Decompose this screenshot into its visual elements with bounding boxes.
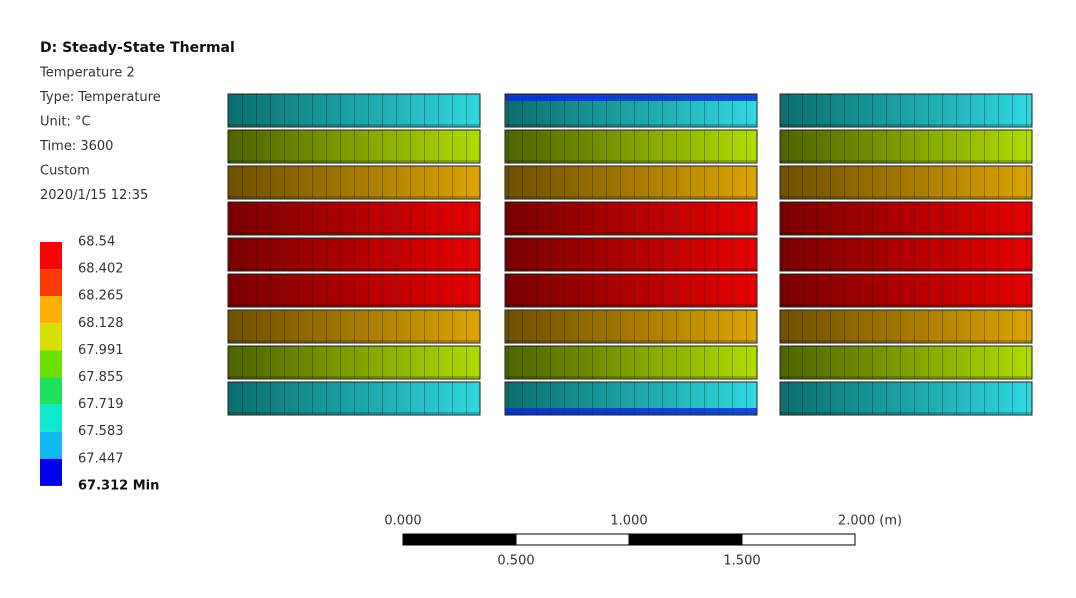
legend-band xyxy=(40,404,62,432)
scale-label: 0.000 xyxy=(384,514,421,529)
legend-band xyxy=(40,458,62,486)
mesh-lines xyxy=(505,166,757,199)
strip-border xyxy=(779,237,1033,272)
strip-border xyxy=(779,129,1033,164)
mesh-lines xyxy=(505,130,757,163)
mesh-lines xyxy=(780,310,1032,343)
legend-band xyxy=(40,242,62,270)
result-info: Time: 3600 xyxy=(39,139,113,154)
scale-label: 2.000 (m) xyxy=(838,514,902,529)
strip-border xyxy=(504,345,758,380)
strip-border xyxy=(227,381,481,416)
legend-label: 67.312 Min xyxy=(78,478,159,493)
strip-border xyxy=(227,309,481,344)
legend-label: 68.265 xyxy=(78,289,124,304)
scale-label: 0.500 xyxy=(497,554,534,569)
mesh-lines xyxy=(228,310,480,343)
mesh-lines xyxy=(228,94,480,127)
mesh-lines xyxy=(228,202,480,235)
mesh-lines xyxy=(780,346,1032,379)
mesh-lines xyxy=(505,310,757,343)
strip-border xyxy=(779,309,1033,344)
strip-border xyxy=(227,273,481,308)
mesh-lines xyxy=(505,274,757,307)
strip-border xyxy=(227,201,481,236)
strip-border xyxy=(779,273,1033,308)
scale-label: 1.000 xyxy=(610,514,647,529)
result-title: D: Steady-State Thermal xyxy=(40,40,235,56)
legend-band xyxy=(40,323,62,351)
legend-label: 67.991 xyxy=(78,343,124,358)
mesh-lines xyxy=(780,166,1032,199)
legend-label: 67.855 xyxy=(78,370,124,385)
mesh-lines xyxy=(228,238,480,271)
strip-border xyxy=(227,129,481,164)
scale-label: 1.500 xyxy=(723,554,760,569)
strip-border xyxy=(504,165,758,200)
legend-band xyxy=(40,377,62,405)
legend-label: 68.402 xyxy=(78,262,124,277)
mesh-lines xyxy=(780,238,1032,271)
strip-border xyxy=(227,237,481,272)
mesh-lines xyxy=(228,274,480,307)
strip-border xyxy=(504,129,758,164)
strip-border xyxy=(779,93,1033,128)
mesh-lines xyxy=(780,202,1032,235)
strip-border xyxy=(779,165,1033,200)
strip-border xyxy=(504,93,758,128)
result-info: Temperature 2 xyxy=(39,66,135,81)
strip-border xyxy=(779,381,1033,416)
mesh-lines xyxy=(228,382,480,415)
legend-band xyxy=(40,296,62,324)
result-info: Type: Temperature xyxy=(39,90,161,105)
mesh-lines xyxy=(505,346,757,379)
strip-border xyxy=(504,309,758,344)
strip-border xyxy=(504,237,758,272)
mesh-lines xyxy=(505,202,757,235)
mesh-lines xyxy=(228,130,480,163)
strip-border xyxy=(779,345,1033,380)
strip-border xyxy=(504,201,758,236)
strip-border xyxy=(227,165,481,200)
mesh-lines xyxy=(780,130,1032,163)
strip-border xyxy=(227,93,481,128)
strip-border xyxy=(227,345,481,380)
legend-band xyxy=(40,350,62,378)
mesh-lines xyxy=(780,274,1032,307)
mesh-lines xyxy=(780,382,1032,415)
legend-label: 67.447 xyxy=(78,451,124,466)
legend-band xyxy=(40,431,62,459)
edge xyxy=(505,94,757,101)
mesh-lines xyxy=(780,94,1032,127)
scale-segment xyxy=(515,533,630,546)
strip-border xyxy=(504,273,758,308)
scale-segment xyxy=(741,533,856,546)
legend-label: 68.54 xyxy=(78,235,115,250)
legend-label: 68.128 xyxy=(78,316,124,331)
legend-label: 67.719 xyxy=(78,397,124,412)
result-info: Custom xyxy=(40,164,90,179)
mesh-lines xyxy=(228,166,480,199)
mesh-lines xyxy=(505,238,757,271)
mesh-lines xyxy=(228,346,480,379)
legend-label: 67.583 xyxy=(78,424,124,439)
strip-border xyxy=(779,201,1033,236)
strip-border xyxy=(504,381,758,416)
result-info: 2020/1/15 12:35 xyxy=(40,188,148,203)
legend-band xyxy=(40,269,62,297)
result-info: Unit: °C xyxy=(40,115,91,130)
scale-segment xyxy=(402,533,517,546)
edge xyxy=(505,408,757,415)
scale-segment xyxy=(628,533,743,546)
